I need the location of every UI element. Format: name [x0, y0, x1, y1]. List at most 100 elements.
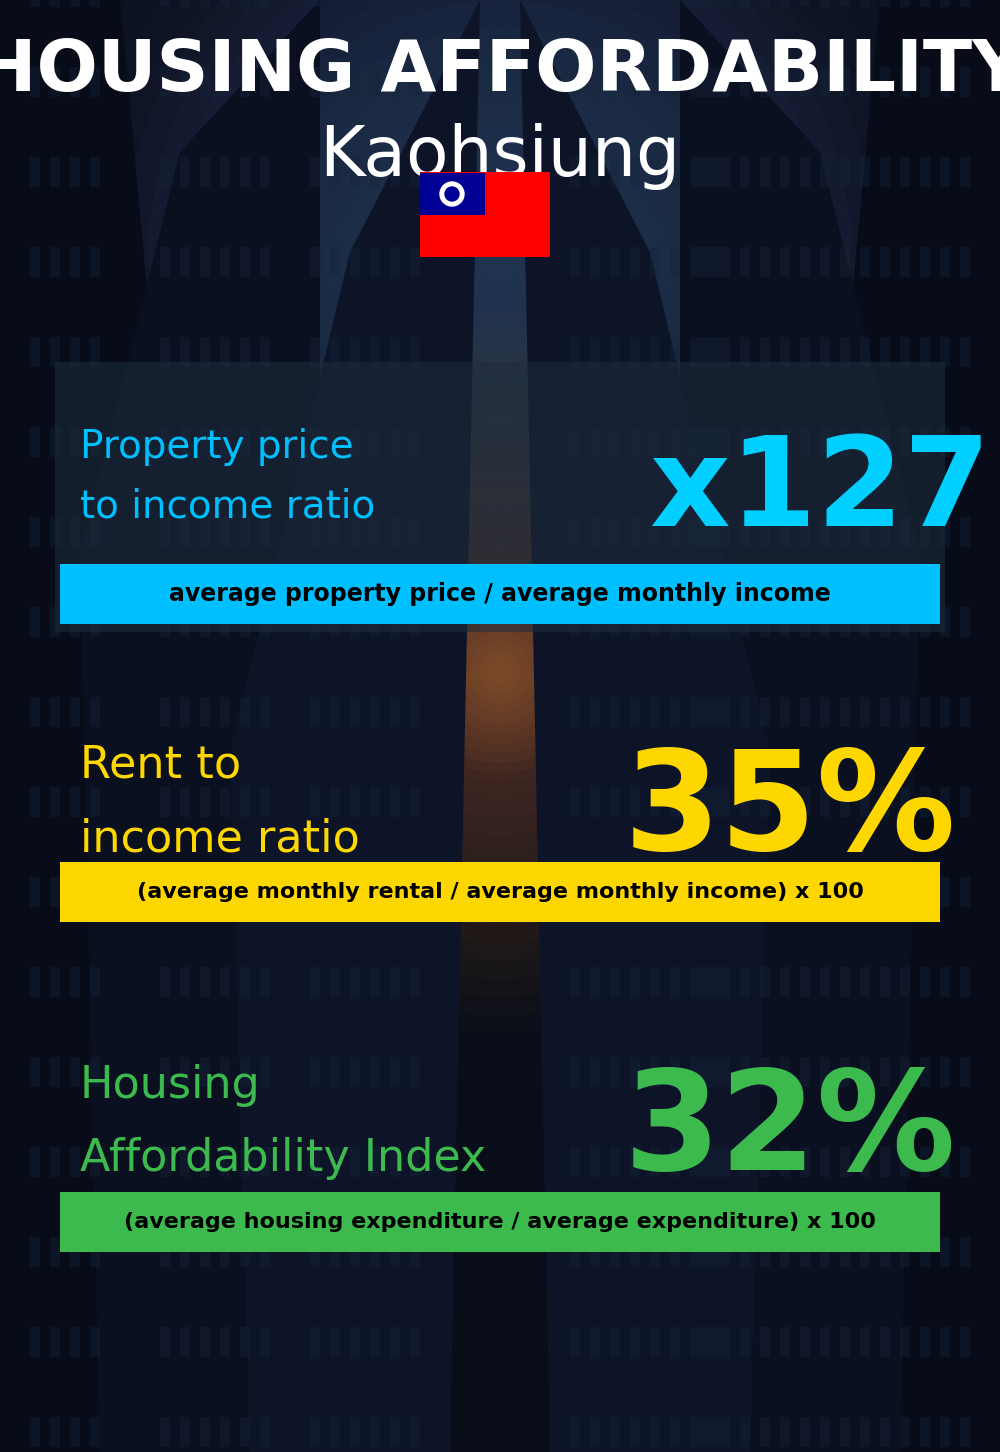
Bar — [260, 967, 270, 998]
Bar — [220, 157, 230, 187]
Polygon shape — [230, 0, 480, 1452]
Bar — [700, 1147, 710, 1178]
Bar — [690, 1057, 700, 1088]
Bar — [670, 1237, 680, 1268]
Text: Rent to
income ratio: Rent to income ratio — [80, 743, 360, 860]
Bar — [860, 787, 870, 817]
Bar — [570, 1237, 580, 1268]
Bar — [840, 1327, 850, 1358]
Bar — [370, 427, 380, 457]
Bar — [590, 517, 600, 547]
Bar — [90, 247, 100, 277]
Bar — [710, 517, 720, 547]
Bar — [920, 427, 930, 457]
Bar — [630, 247, 640, 277]
Bar — [90, 1147, 100, 1178]
Bar — [370, 67, 380, 97]
Bar — [70, 67, 80, 97]
Bar — [590, 1057, 600, 1088]
Bar — [920, 247, 930, 277]
Bar — [800, 337, 810, 367]
Bar — [820, 427, 830, 457]
Bar — [330, 67, 340, 97]
Bar — [570, 877, 580, 908]
Bar — [570, 697, 580, 727]
Polygon shape — [680, 0, 920, 1452]
Bar — [590, 247, 600, 277]
Bar — [920, 1057, 930, 1088]
Circle shape — [350, 102, 650, 402]
Bar — [180, 67, 190, 97]
Bar — [880, 517, 890, 547]
Bar — [220, 247, 230, 277]
Bar — [55, 362, 945, 632]
Bar — [240, 247, 250, 277]
Bar — [410, 0, 420, 7]
Bar — [940, 517, 950, 547]
Bar — [410, 877, 420, 908]
Bar — [30, 427, 40, 457]
Bar — [260, 67, 270, 97]
Bar — [70, 337, 80, 367]
Text: x127: x127 — [649, 431, 991, 553]
Bar — [880, 877, 890, 908]
Bar — [330, 877, 340, 908]
Bar — [720, 67, 730, 97]
Polygon shape — [520, 0, 770, 1452]
Bar — [840, 697, 850, 727]
Bar — [160, 0, 170, 7]
Circle shape — [375, 126, 625, 378]
Bar — [880, 67, 890, 97]
Bar — [370, 1057, 380, 1088]
Bar — [590, 967, 600, 998]
Bar — [180, 0, 190, 7]
Bar — [710, 337, 720, 367]
Bar — [260, 1327, 270, 1358]
Bar — [610, 607, 620, 637]
Bar — [800, 1417, 810, 1448]
Text: (average housing expenditure / average expenditure) x 100: (average housing expenditure / average e… — [124, 1212, 876, 1231]
Bar — [240, 967, 250, 998]
Bar — [610, 1057, 620, 1088]
Bar — [880, 1147, 890, 1178]
Bar — [410, 427, 420, 457]
Bar — [840, 967, 850, 998]
Bar — [800, 967, 810, 998]
Bar — [30, 967, 40, 998]
Bar — [700, 967, 710, 998]
Bar — [940, 1327, 950, 1358]
Bar — [70, 967, 80, 998]
Bar — [710, 787, 720, 817]
Bar — [840, 0, 850, 7]
Bar — [330, 157, 340, 187]
Bar — [310, 697, 320, 727]
Bar — [350, 427, 360, 457]
Bar — [160, 1237, 170, 1268]
Bar — [590, 1327, 600, 1358]
Bar — [960, 157, 970, 187]
Bar — [800, 877, 810, 908]
Bar — [760, 607, 770, 637]
Bar — [940, 967, 950, 998]
Bar — [220, 1057, 230, 1088]
Bar — [590, 697, 600, 727]
Bar — [630, 67, 640, 97]
Bar — [780, 967, 790, 998]
Bar — [220, 877, 230, 908]
Bar — [390, 877, 400, 908]
Bar — [50, 607, 60, 637]
Bar — [610, 337, 620, 367]
Bar — [180, 877, 190, 908]
Bar — [610, 877, 620, 908]
Bar — [60, 1192, 940, 1252]
Bar — [860, 517, 870, 547]
Bar — [220, 697, 230, 727]
Bar — [940, 0, 950, 7]
Bar — [310, 1057, 320, 1088]
Bar — [900, 0, 910, 7]
Bar — [710, 1237, 720, 1268]
Bar — [670, 787, 680, 817]
Bar — [880, 0, 890, 7]
Bar — [700, 787, 710, 817]
Bar — [880, 1237, 890, 1268]
